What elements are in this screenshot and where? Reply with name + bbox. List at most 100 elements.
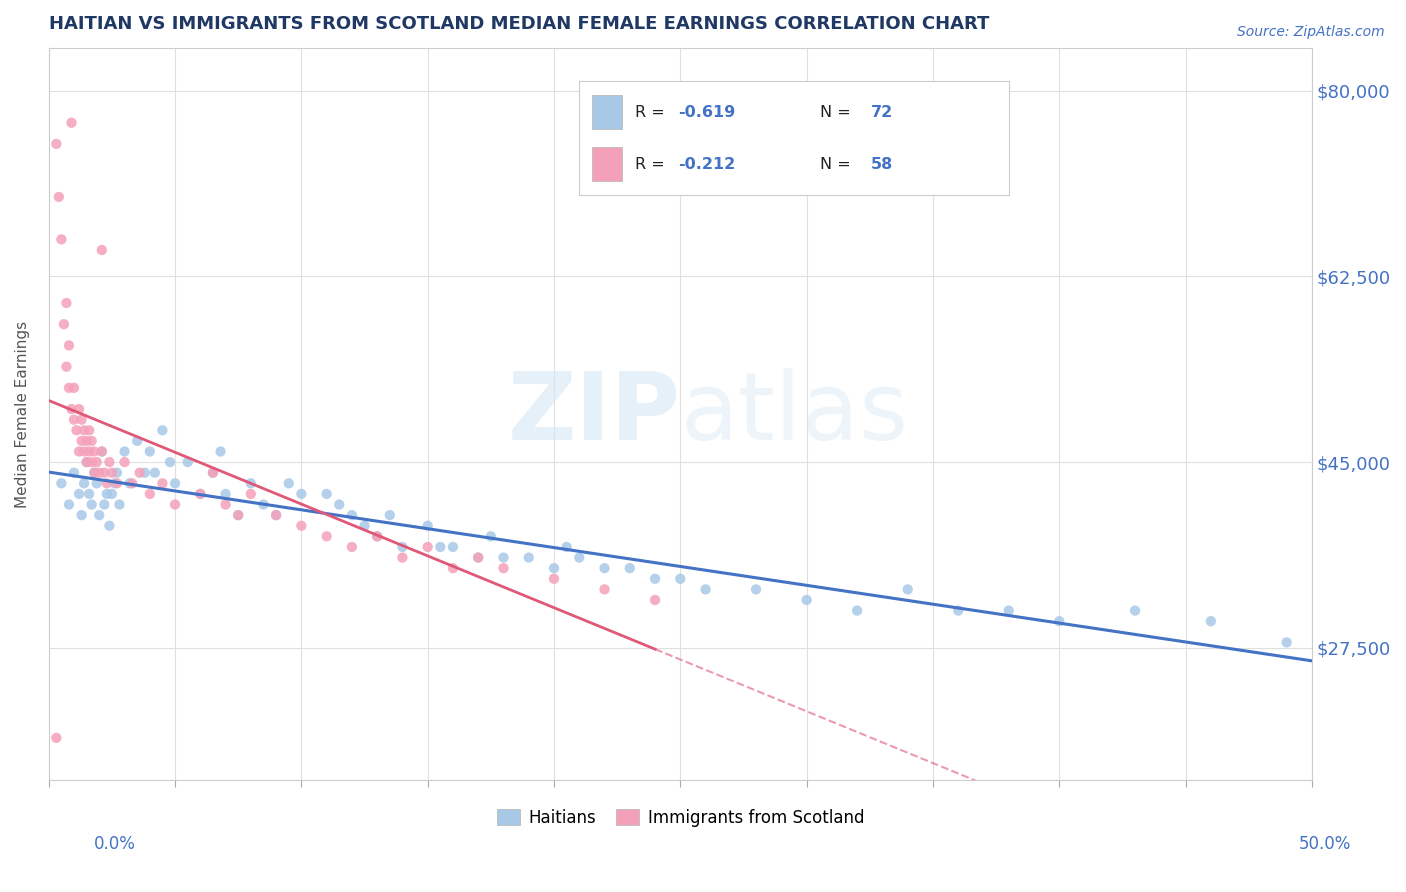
Point — [51, 232, 73, 246]
Point — [51, 476, 73, 491]
Point — [568, 550, 591, 565]
Point — [90, 444, 112, 458]
Point — [58, 381, 80, 395]
Point — [366, 529, 388, 543]
Point — [152, 476, 174, 491]
Point — [83, 444, 105, 458]
Point — [188, 487, 211, 501]
Point — [80, 498, 103, 512]
Point — [644, 593, 666, 607]
Point — [67, 487, 90, 501]
Point — [467, 550, 489, 565]
Point — [543, 561, 565, 575]
Point — [80, 434, 103, 448]
Point — [846, 604, 869, 618]
Point — [593, 561, 616, 575]
Point — [76, 434, 98, 448]
Point — [593, 582, 616, 597]
Point — [90, 243, 112, 257]
Point — [103, 476, 125, 491]
Point — [63, 412, 86, 426]
Point — [796, 593, 818, 607]
Point — [517, 550, 540, 565]
Point — [101, 487, 124, 501]
Point — [159, 455, 181, 469]
Point — [70, 412, 93, 426]
Point — [98, 518, 121, 533]
Point — [127, 434, 149, 448]
Point — [619, 561, 641, 575]
Point — [73, 423, 96, 437]
Point — [416, 518, 439, 533]
Point — [543, 572, 565, 586]
Point — [63, 466, 86, 480]
Text: 50.0%: 50.0% — [1298, 835, 1351, 853]
Point — [58, 498, 80, 512]
Text: atlas: atlas — [681, 368, 908, 460]
Point — [89, 508, 111, 523]
Point — [695, 582, 717, 597]
Point — [121, 476, 143, 491]
Point — [315, 529, 337, 543]
Point — [134, 466, 156, 480]
Point — [48, 190, 70, 204]
Point — [176, 455, 198, 469]
Point — [492, 561, 515, 575]
Point — [391, 540, 413, 554]
Text: HAITIAN VS IMMIGRANTS FROM SCOTLAND MEDIAN FEMALE EARNINGS CORRELATION CHART: HAITIAN VS IMMIGRANTS FROM SCOTLAND MEDI… — [49, 15, 990, 33]
Y-axis label: Median Female Earnings: Median Female Earnings — [15, 321, 30, 508]
Point — [128, 466, 150, 480]
Point — [340, 540, 363, 554]
Point — [226, 508, 249, 523]
Point — [60, 402, 83, 417]
Point — [118, 476, 141, 491]
Point — [416, 540, 439, 554]
Text: ZIP: ZIP — [508, 368, 681, 460]
Point — [239, 487, 262, 501]
Point — [65, 423, 87, 437]
Point — [669, 572, 692, 586]
Point — [90, 444, 112, 458]
Point — [745, 582, 768, 597]
Point — [70, 434, 93, 448]
Point — [479, 529, 502, 543]
Point — [441, 561, 464, 575]
Point — [152, 423, 174, 437]
Point — [214, 487, 236, 501]
Point — [60, 116, 83, 130]
Point — [93, 466, 115, 480]
Point — [209, 444, 232, 458]
Point — [467, 550, 489, 565]
Point — [76, 455, 98, 469]
Point — [139, 487, 162, 501]
Point — [391, 550, 413, 565]
Point — [897, 582, 920, 597]
Point — [1275, 635, 1298, 649]
Point — [96, 487, 118, 501]
Point — [73, 444, 96, 458]
Point — [77, 444, 100, 458]
Point — [1123, 604, 1146, 618]
Point — [644, 572, 666, 586]
Point — [366, 529, 388, 543]
Point — [328, 498, 350, 512]
Point — [429, 540, 451, 554]
Point — [89, 466, 111, 480]
Point — [264, 508, 287, 523]
Point — [143, 466, 166, 480]
Point — [1047, 614, 1070, 628]
Point — [83, 466, 105, 480]
Point — [252, 498, 274, 512]
Point — [997, 604, 1019, 618]
Point — [80, 455, 103, 469]
Point — [165, 476, 187, 491]
Point — [105, 476, 128, 491]
Point — [239, 476, 262, 491]
Point — [114, 455, 136, 469]
Point — [55, 296, 77, 310]
Text: Source: ZipAtlas.com: Source: ZipAtlas.com — [1237, 25, 1385, 39]
Point — [201, 466, 224, 480]
Point — [83, 466, 105, 480]
Legend: Haitians, Immigrants from Scotland: Haitians, Immigrants from Scotland — [496, 809, 865, 827]
Point — [165, 498, 187, 512]
